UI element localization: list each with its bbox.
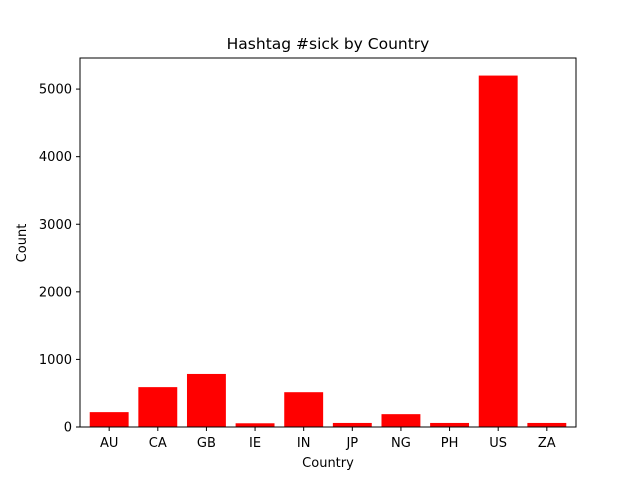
y-tick-label-0: 0 (64, 421, 72, 436)
x-tick-label-ng: NG (391, 436, 411, 451)
bar-za (527, 422, 567, 427)
y-tick-label-2000: 2000 (39, 285, 72, 300)
y-tick-label-4000: 4000 (39, 150, 72, 165)
x-tick-label-jp: JP (345, 436, 358, 451)
chart-title: Hashtag #sick by Country (227, 35, 430, 53)
y-tick-label-1000: 1000 (39, 353, 72, 368)
x-tick-label-ie: IE (249, 436, 261, 451)
x-tick-label-ph: PH (441, 436, 459, 451)
bars-group (89, 75, 567, 427)
x-axis-label: Country (302, 456, 354, 471)
bar-gb (186, 373, 226, 427)
y-axis-ticks: 0 1000 2000 3000 4000 5000 (39, 83, 80, 436)
x-tick-label-za: ZA (538, 436, 556, 451)
bar-ca (138, 387, 178, 427)
x-tick-label-in: IN (297, 436, 311, 451)
y-tick-label-5000: 5000 (39, 83, 72, 98)
y-axis-label: Count (15, 224, 30, 263)
x-tick-label-gb: GB (197, 436, 216, 451)
x-tick-label-ca: CA (149, 436, 167, 451)
plot-frame (79, 57, 577, 428)
bar-in (284, 392, 324, 427)
bar-ie (235, 423, 275, 427)
bar-ph (430, 422, 470, 427)
bar-jp (332, 422, 372, 427)
bar-us (478, 75, 518, 427)
x-axis-ticks: AU CA GB IE IN JP NG PH US ZA (100, 427, 556, 451)
y-tick-label-3000: 3000 (39, 218, 72, 233)
bar-au (89, 412, 129, 427)
x-tick-label-us: US (489, 436, 507, 451)
bar-ng (381, 414, 421, 427)
x-tick-label-au: AU (100, 436, 118, 451)
